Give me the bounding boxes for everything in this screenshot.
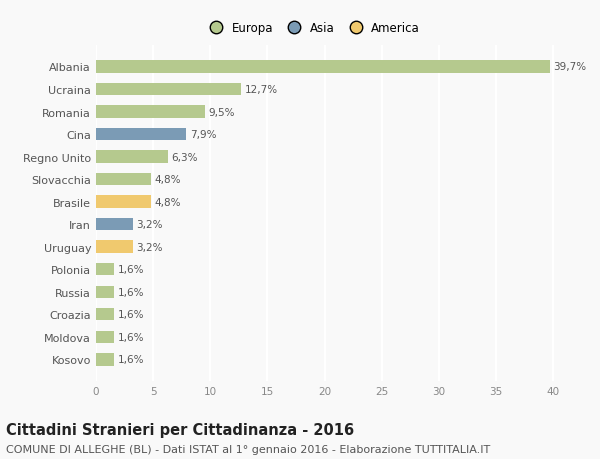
Bar [96,61,550,73]
Bar [96,331,114,343]
Text: 4,8%: 4,8% [154,197,181,207]
Bar [96,263,114,276]
Text: 1,6%: 1,6% [118,287,144,297]
Bar [96,151,168,163]
Text: Cittadini Stranieri per Cittadinanza - 2016: Cittadini Stranieri per Cittadinanza - 2… [6,422,354,437]
Bar [96,196,151,208]
Text: 1,6%: 1,6% [118,310,144,319]
Bar [96,286,114,298]
Bar [96,353,114,366]
Bar [96,218,133,231]
Bar [96,308,114,321]
Text: COMUNE DI ALLEGHE (BL) - Dati ISTAT al 1° gennaio 2016 - Elaborazione TUTTITALIA: COMUNE DI ALLEGHE (BL) - Dati ISTAT al 1… [6,444,490,454]
Bar [96,241,133,253]
Bar [96,174,151,186]
Text: 1,6%: 1,6% [118,354,144,364]
Text: 12,7%: 12,7% [245,85,278,95]
Text: 3,2%: 3,2% [136,242,163,252]
Text: 1,6%: 1,6% [118,265,144,274]
Text: 3,2%: 3,2% [136,220,163,230]
Bar [96,129,186,141]
Text: 39,7%: 39,7% [553,62,586,73]
Legend: Europa, Asia, America: Europa, Asia, America [201,18,423,38]
Text: 7,9%: 7,9% [190,130,216,140]
Text: 4,8%: 4,8% [154,175,181,185]
Text: 6,3%: 6,3% [172,152,198,162]
Bar [96,106,205,118]
Bar [96,84,241,96]
Text: 1,6%: 1,6% [118,332,144,342]
Text: 9,5%: 9,5% [208,107,235,117]
